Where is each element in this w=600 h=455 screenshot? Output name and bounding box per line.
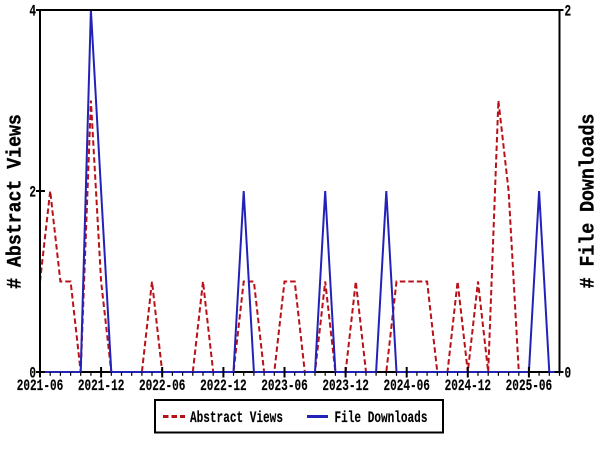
svg-text:# Abstract Views: # Abstract Views — [4, 114, 27, 289]
svg-text:2023-12: 2023-12 — [322, 378, 368, 395]
svg-text:2: 2 — [565, 4, 572, 21]
svg-text:4: 4 — [29, 4, 36, 21]
svg-text:Abstract Views: Abstract Views — [190, 409, 283, 428]
svg-text:2024-06: 2024-06 — [383, 378, 429, 395]
svg-text:0: 0 — [29, 366, 36, 383]
svg-text:2022-06: 2022-06 — [139, 378, 185, 395]
svg-text:2021-12: 2021-12 — [78, 378, 124, 395]
svg-text:0: 0 — [565, 366, 572, 383]
svg-text:2024-12: 2024-12 — [445, 378, 491, 395]
svg-text:File Downloads: File Downloads — [335, 409, 428, 428]
svg-text:2025-06: 2025-06 — [506, 378, 552, 395]
svg-text:2: 2 — [29, 185, 36, 202]
svg-text:2022-12: 2022-12 — [200, 378, 246, 395]
svg-text:2023-06: 2023-06 — [261, 378, 307, 395]
svg-text:2021-06: 2021-06 — [17, 378, 63, 395]
svg-text:# File Downloads: # File Downloads — [577, 114, 600, 289]
